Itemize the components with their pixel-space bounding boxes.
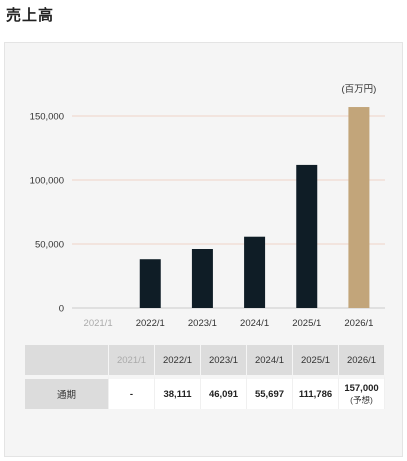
x-tick-label: 2026/1 — [344, 318, 373, 329]
table-header-row: 2021/1 2022/1 2023/1 2024/1 2025/1 2026/… — [25, 345, 385, 375]
unit-label: (百万円) — [342, 84, 377, 95]
table-cell-forecast: 157,000 (予想) — [339, 375, 385, 409]
bar — [296, 164, 318, 308]
bar — [191, 249, 213, 308]
table-year-header: 2022/1 — [155, 345, 201, 375]
table-cell: 46,091 — [201, 375, 247, 409]
sales-table: 2021/1 2022/1 2023/1 2024/1 2025/1 2026/… — [25, 345, 385, 409]
forecast-value: 157,000 — [344, 382, 379, 394]
y-tick-label: 0 — [59, 304, 64, 315]
y-tick-label: 50,000 — [35, 240, 64, 251]
sales-bar-chart: 0 50,000 100,000 150,000 2021/1 2022/1 2023/1 2… — [30, 84, 385, 329]
y-tick-label: 100,000 — [30, 176, 64, 187]
table-year-header: 2025/1 — [293, 345, 339, 375]
table-cell: - — [109, 375, 155, 409]
table-year-header: 2024/1 — [247, 345, 293, 375]
table-header-blank — [25, 345, 109, 375]
y-tick-label: 150,000 — [30, 112, 64, 123]
forecast-bar — [348, 107, 370, 308]
table-year-header: 2026/1 — [339, 345, 385, 375]
bar — [244, 236, 266, 308]
x-tick-label: 2023/1 — [188, 318, 217, 329]
x-tick-label: 2021/1 — [84, 318, 113, 329]
table-cell: 111,786 — [293, 375, 339, 409]
x-tick-label: 2025/1 — [292, 318, 321, 329]
x-tick-label: 2024/1 — [240, 318, 269, 329]
table-cell: 38,111 — [155, 375, 201, 409]
section-title: 売上高 — [6, 6, 55, 24]
forecast-note: (予想) — [350, 394, 373, 405]
table-year-header: 2023/1 — [201, 345, 247, 375]
x-tick-label: 2022/1 — [136, 318, 165, 329]
table-row-label: 通期 — [25, 375, 109, 409]
table-cell: 55,697 — [247, 375, 293, 409]
table-row: 通期 - 38,111 46,091 55,697 111,786 157,00… — [25, 375, 385, 409]
table-year-header: 2021/1 — [109, 345, 155, 375]
bar — [139, 259, 161, 308]
